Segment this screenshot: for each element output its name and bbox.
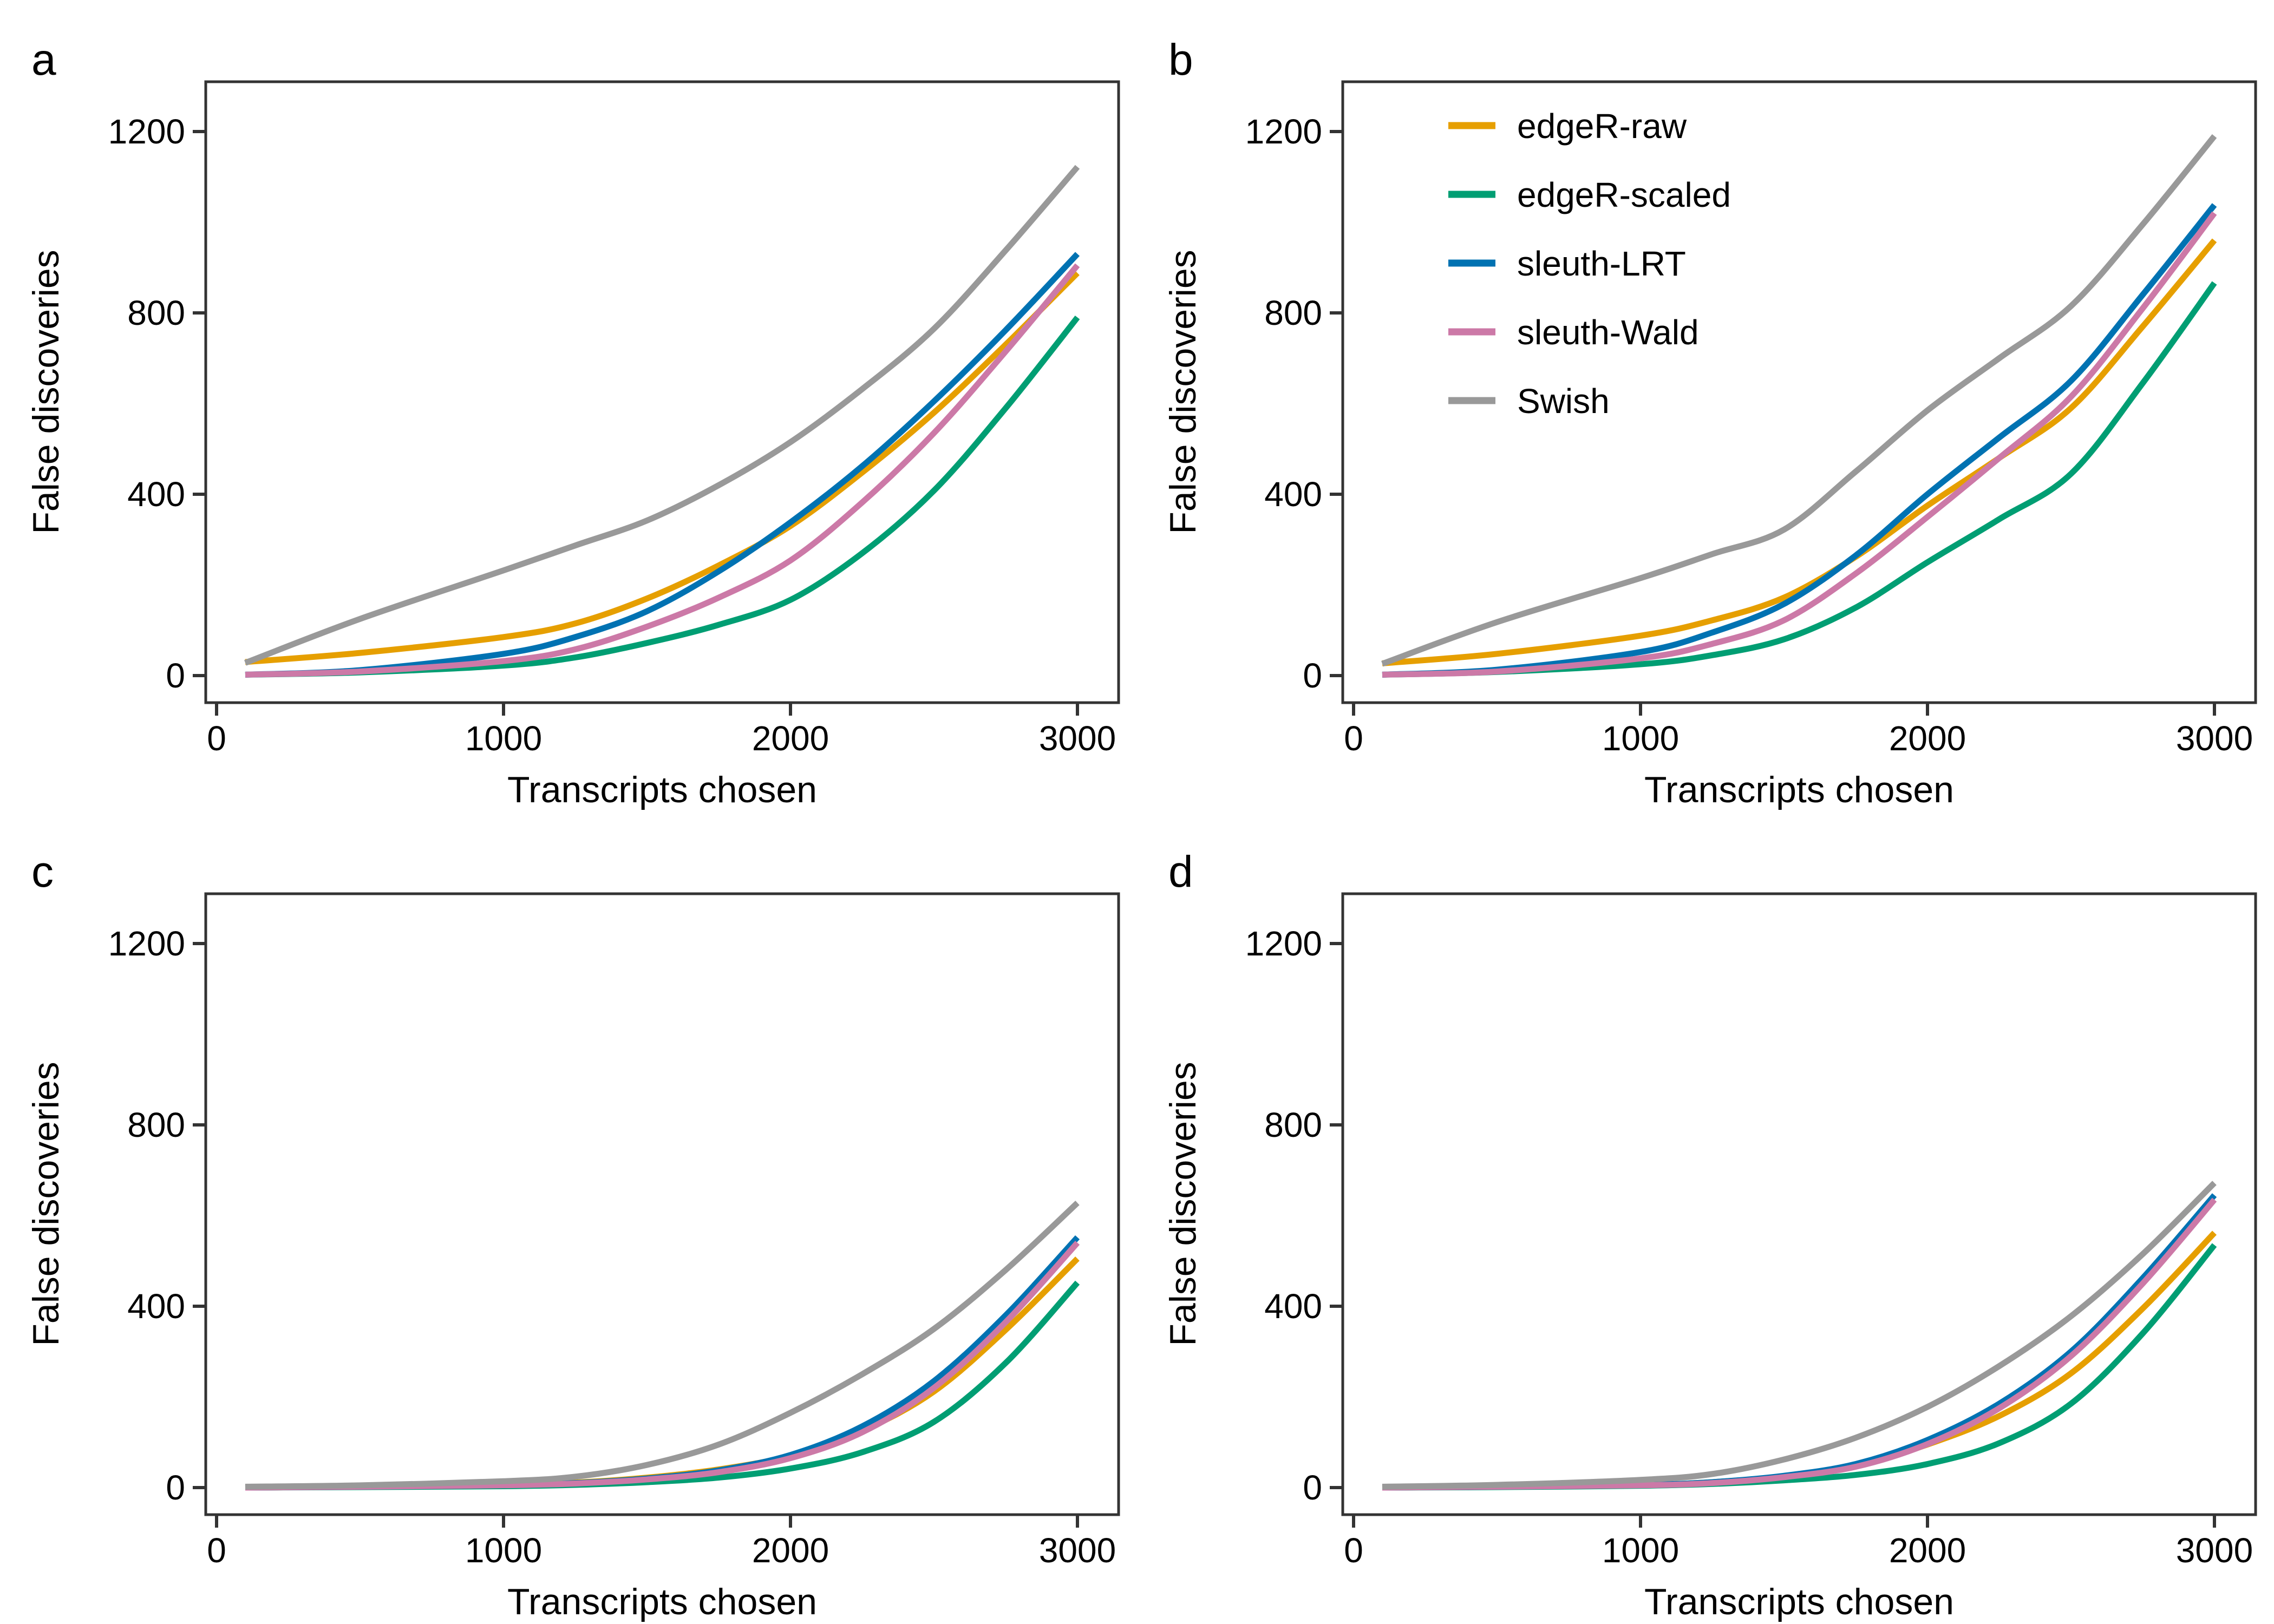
x-tick-label: 1000	[1602, 719, 1679, 758]
panel-a-chart: a Transcripts chosen False discoveries 0…	[25, 35, 1120, 810]
x-tick-label: 1000	[465, 719, 542, 758]
x-tick-label: 3000	[2176, 719, 2253, 758]
series-line-edgeR-raw	[245, 271, 1080, 665]
x-tick-label: 0	[207, 1531, 226, 1570]
x-tick-label: 2000	[752, 719, 829, 758]
panel-b-chart: b Transcripts chosen False discoveries 0…	[1162, 35, 2257, 810]
panel-d-chart: d Transcripts chosen False discoveries 0…	[1162, 847, 2257, 1622]
x-axis-title: Transcripts chosen	[507, 769, 817, 810]
y-tick-label: 0	[166, 1468, 185, 1507]
series-line-sleuth-LRT	[245, 1235, 1080, 1491]
panel-a: a Transcripts chosen False discoveries 0…	[0, 0, 1137, 812]
y-axis-title: False discoveries	[1162, 250, 1204, 534]
y-tick-label: 800	[1264, 293, 1322, 332]
y-tick-label: 800	[1264, 1105, 1322, 1144]
y-tick-label: 1200	[1245, 924, 1322, 963]
x-axis-title: Transcripts chosen	[1644, 1581, 1954, 1622]
y-tick-label: 1200	[108, 924, 185, 963]
panel-letter-a: a	[31, 35, 56, 84]
x-tick-label: 3000	[1039, 1531, 1116, 1570]
panel-d: d Transcripts chosen False discoveries 0…	[1137, 812, 2274, 1624]
x-tick-label: 0	[207, 719, 226, 758]
panel-border	[204, 892, 1120, 1516]
legend-label-edgeR-raw: edgeR-raw	[1517, 107, 1687, 146]
y-tick-label: 400	[127, 1287, 185, 1326]
x-axis-title: Transcripts chosen	[507, 1581, 817, 1622]
plot-area: 0 1000 2000 3000 0 400 800 1200	[108, 80, 1120, 758]
x-tick-label: 3000	[1039, 719, 1116, 758]
legend-label-edgeR-scaled: edgeR-scaled	[1517, 175, 1731, 214]
y-tick-label: 0	[1303, 656, 1322, 695]
x-tick-label: 1000	[465, 1531, 542, 1570]
x-tick-label: 0	[1344, 719, 1363, 758]
panel-letter-c: c	[31, 847, 54, 896]
x-tick-label: 2000	[1889, 719, 1966, 758]
panel-letter-d: d	[1168, 847, 1193, 896]
panel-c-chart: c Transcripts chosen False discoveries 0…	[25, 847, 1120, 1622]
series-line-sleuth-Wald	[245, 263, 1080, 678]
y-tick-label: 400	[1264, 475, 1322, 514]
x-axis-title: Transcripts chosen	[1644, 769, 1954, 810]
plot-area: 0 1000 2000 3000 0 400 800 1200	[108, 892, 1120, 1570]
legend-label-Swish: Swish	[1517, 382, 1610, 421]
panel-border	[1341, 80, 2257, 704]
legend-label-sleuth-Wald: sleuth-Wald	[1517, 313, 1699, 352]
series-line-sleuth-LRT	[1382, 203, 2217, 678]
y-tick-label: 0	[1303, 1468, 1322, 1507]
series-line-edgeR-scaled	[1382, 1243, 2217, 1491]
y-tick-label: 1200	[108, 112, 185, 151]
x-tick-label: 2000	[752, 1531, 829, 1570]
series-line-sleuth-LRT	[245, 252, 1080, 678]
panel-letter-b: b	[1168, 35, 1193, 84]
series-line-sleuth-Wald	[1382, 1197, 2217, 1491]
plot-area: 0 1000 2000 3000 0 400 800 1200 edgeR-raw edgeR-s…	[1245, 80, 2257, 758]
series-line-Swish	[245, 1201, 1080, 1490]
y-axis-title: False discoveries	[25, 1062, 67, 1346]
y-axis-title: False discoveries	[25, 250, 67, 534]
y-tick-label: 800	[127, 293, 185, 332]
x-tick-label: 1000	[1602, 1531, 1679, 1570]
y-tick-label: 400	[127, 475, 185, 514]
legend-label-sleuth-LRT: sleuth-LRT	[1517, 244, 1686, 283]
panel-b: b Transcripts chosen False discoveries 0…	[1137, 0, 2274, 812]
series-line-Swish	[1381, 134, 2217, 667]
plot-area: 0 1000 2000 3000 0 400 800 1200	[1245, 892, 2257, 1570]
x-tick-label: 3000	[2176, 1531, 2253, 1570]
panel-c: c Transcripts chosen False discoveries 0…	[0, 812, 1137, 1624]
y-tick-label: 1200	[1245, 112, 1322, 151]
series-line-Swish	[1382, 1181, 2217, 1490]
series-line-Swish	[244, 165, 1080, 666]
panel-border	[1341, 892, 2257, 1516]
legend: edgeR-raw edgeR-scaled sleuth-LRT sleuth-Wa…	[1448, 107, 1731, 421]
y-tick-label: 800	[127, 1105, 185, 1144]
series-line-edgeR-raw	[1382, 1230, 2217, 1491]
y-tick-label: 400	[1264, 1287, 1322, 1326]
y-axis-title: False discoveries	[1162, 1062, 1204, 1346]
y-tick-label: 0	[166, 656, 185, 695]
x-tick-label: 2000	[1889, 1531, 1966, 1570]
panel-border	[204, 80, 1120, 704]
x-tick-label: 0	[1344, 1531, 1363, 1570]
series-line-sleuth-Wald	[1382, 211, 2217, 678]
